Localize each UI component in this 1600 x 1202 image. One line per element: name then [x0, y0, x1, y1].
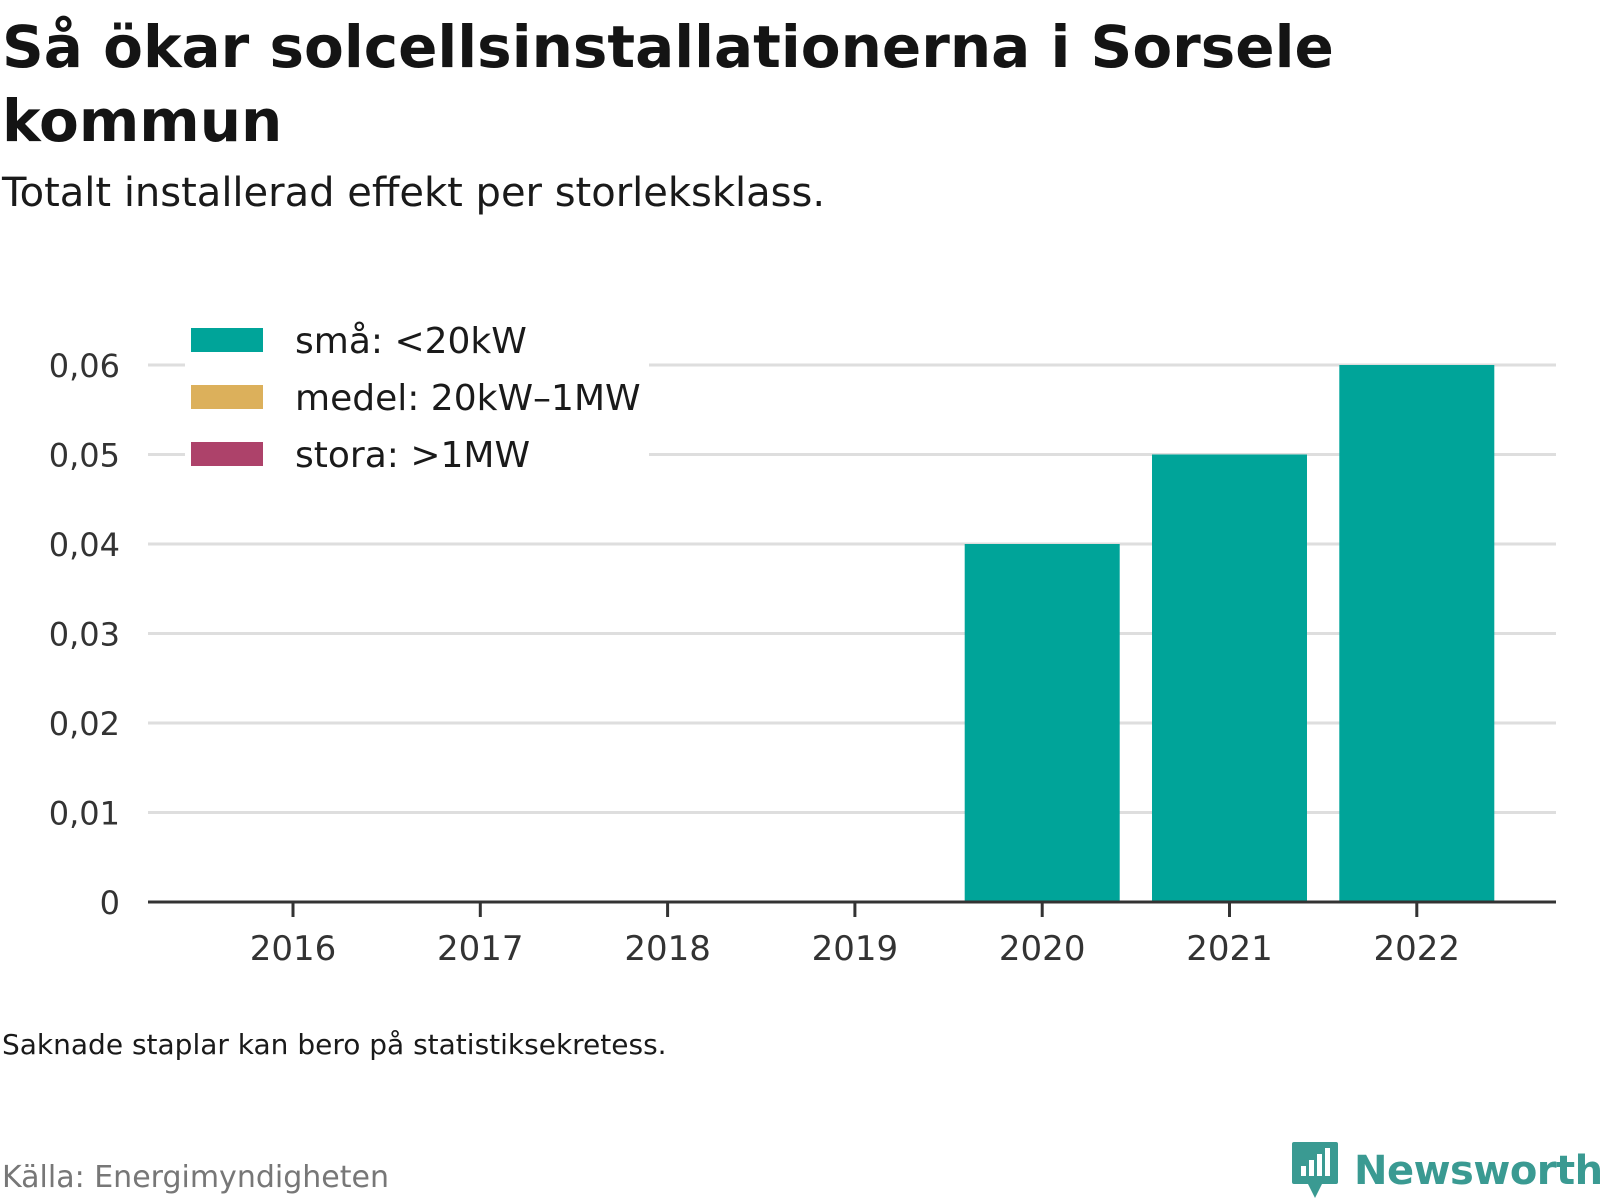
y-tick-label: 0,04 — [49, 526, 120, 564]
y-axis-ticks: 0 0,01 0,02 0,03 0,04 0,05 0,06 — [49, 347, 120, 922]
y-tick-label: 0,05 — [49, 437, 120, 475]
legend-swatch — [191, 385, 263, 409]
x-axis-ticks: 2016 2017 2018 2019 2020 2021 2022 — [250, 902, 1460, 969]
bar-chart: 00,010,020,030,040,050,06 2016 2017 2018 20… — [49, 321, 1556, 969]
bar-2020-series-0[interactable] — [964, 544, 1120, 902]
bar-2021-series-0[interactable] — [1152, 454, 1307, 903]
x-tick-label: 2018 — [624, 929, 711, 969]
footnote: Saknade staplar kan bero på statistiksek… — [2, 1028, 667, 1061]
brand-name: Newsworthy — [1354, 1148, 1600, 1194]
legend-label: stora: >1MW — [295, 435, 530, 476]
y-tick-label: 0,01 — [49, 795, 120, 833]
x-tick-label: 2020 — [999, 929, 1086, 969]
chart-title: Så ökar solcellsinstallationerna i Sorse… — [2, 13, 1334, 155]
legend-swatch — [191, 328, 263, 352]
legend: små: <20kW medel: 20kW–1MW stora: >1MW — [191, 321, 641, 476]
x-tick-label: 2016 — [250, 929, 337, 969]
y-tick-label: 0,02 — [49, 705, 120, 743]
x-tick-label: 2021 — [1186, 929, 1273, 969]
bar-2022-series-0[interactable] — [1339, 365, 1495, 902]
x-tick-label: 2022 — [1374, 929, 1461, 969]
chart-subtitle: Totalt installerad effekt per storlekskl… — [2, 170, 826, 216]
source-credit: Källa: Energimyndigheten — [2, 1160, 389, 1195]
brand-logo[interactable]: Newsworthy — [1290, 1140, 1600, 1202]
legend-swatch — [191, 442, 263, 466]
x-tick-label: 2019 — [812, 929, 899, 969]
y-tick-label: 0 — [100, 884, 120, 922]
legend-label: små: <20kW — [295, 321, 527, 362]
y-tick-label: 0,03 — [49, 616, 120, 654]
newsworthy-logo-icon — [1292, 1142, 1338, 1198]
bars — [964, 365, 1495, 903]
y-tick-label: 0,06 — [49, 347, 120, 385]
x-tick-label: 2017 — [437, 929, 524, 969]
legend-label: medel: 20kW–1MW — [295, 378, 641, 419]
